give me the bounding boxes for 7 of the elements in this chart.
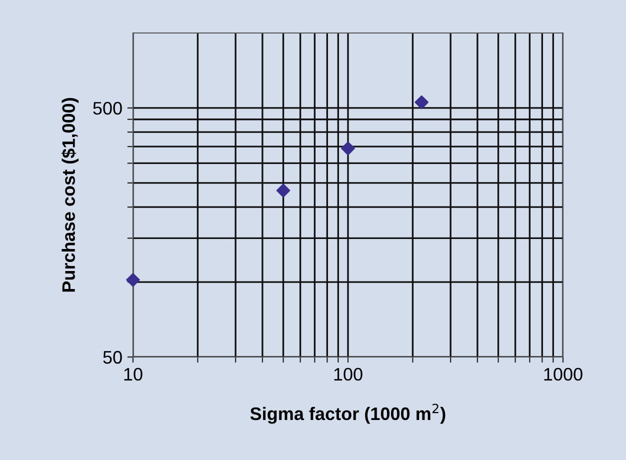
x-tick-label: 100 <box>334 368 362 381</box>
x-tick-label: 10 <box>124 368 142 381</box>
x-axis-title: Sigma factor (1000 m$^{2}$) <box>250 404 446 424</box>
y-tick-label: 50 <box>103 350 122 364</box>
x-tick-label: 1000 <box>544 368 582 381</box>
y-tick-label: 500 <box>93 102 122 115</box>
y-axis-title: Purchase cost ($1,000) <box>61 98 79 292</box>
